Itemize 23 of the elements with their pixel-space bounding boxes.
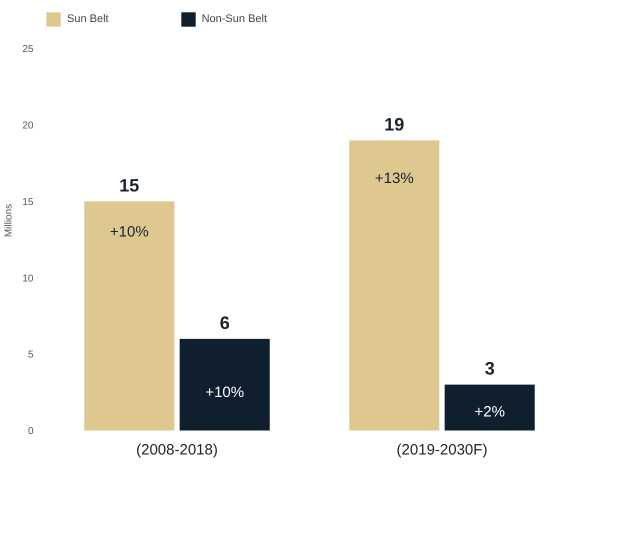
bar	[349, 140, 440, 430]
bar	[180, 338, 270, 430]
bar	[444, 384, 535, 430]
legend-label: Sun Belt	[67, 13, 109, 25]
y-tick-label: 5	[28, 350, 34, 361]
x-tick-label: (2008-2018)	[136, 442, 218, 458]
annotation: +2%	[474, 404, 505, 421]
bar	[84, 201, 174, 430]
y-tick-label: 25	[22, 44, 34, 56]
annotation: +13%	[374, 170, 414, 187]
data-label: 15	[119, 175, 140, 196]
data-label: 6	[220, 312, 230, 333]
annotation: +10%	[110, 223, 149, 240]
y-axis-title: Millions	[3, 204, 14, 238]
legend-label: Non-Sun Belt	[202, 13, 268, 25]
y-tick-label: 10	[22, 273, 34, 284]
y-tick-label: 15	[22, 196, 34, 208]
data-label: 3	[484, 358, 495, 379]
annotation: +10%	[205, 384, 244, 401]
data-label: 19	[384, 114, 404, 134]
y-tick-label: 0	[28, 426, 34, 437]
y-tick-label: 20	[22, 120, 34, 132]
x-tick-label: (2019-2030F)	[396, 442, 488, 458]
